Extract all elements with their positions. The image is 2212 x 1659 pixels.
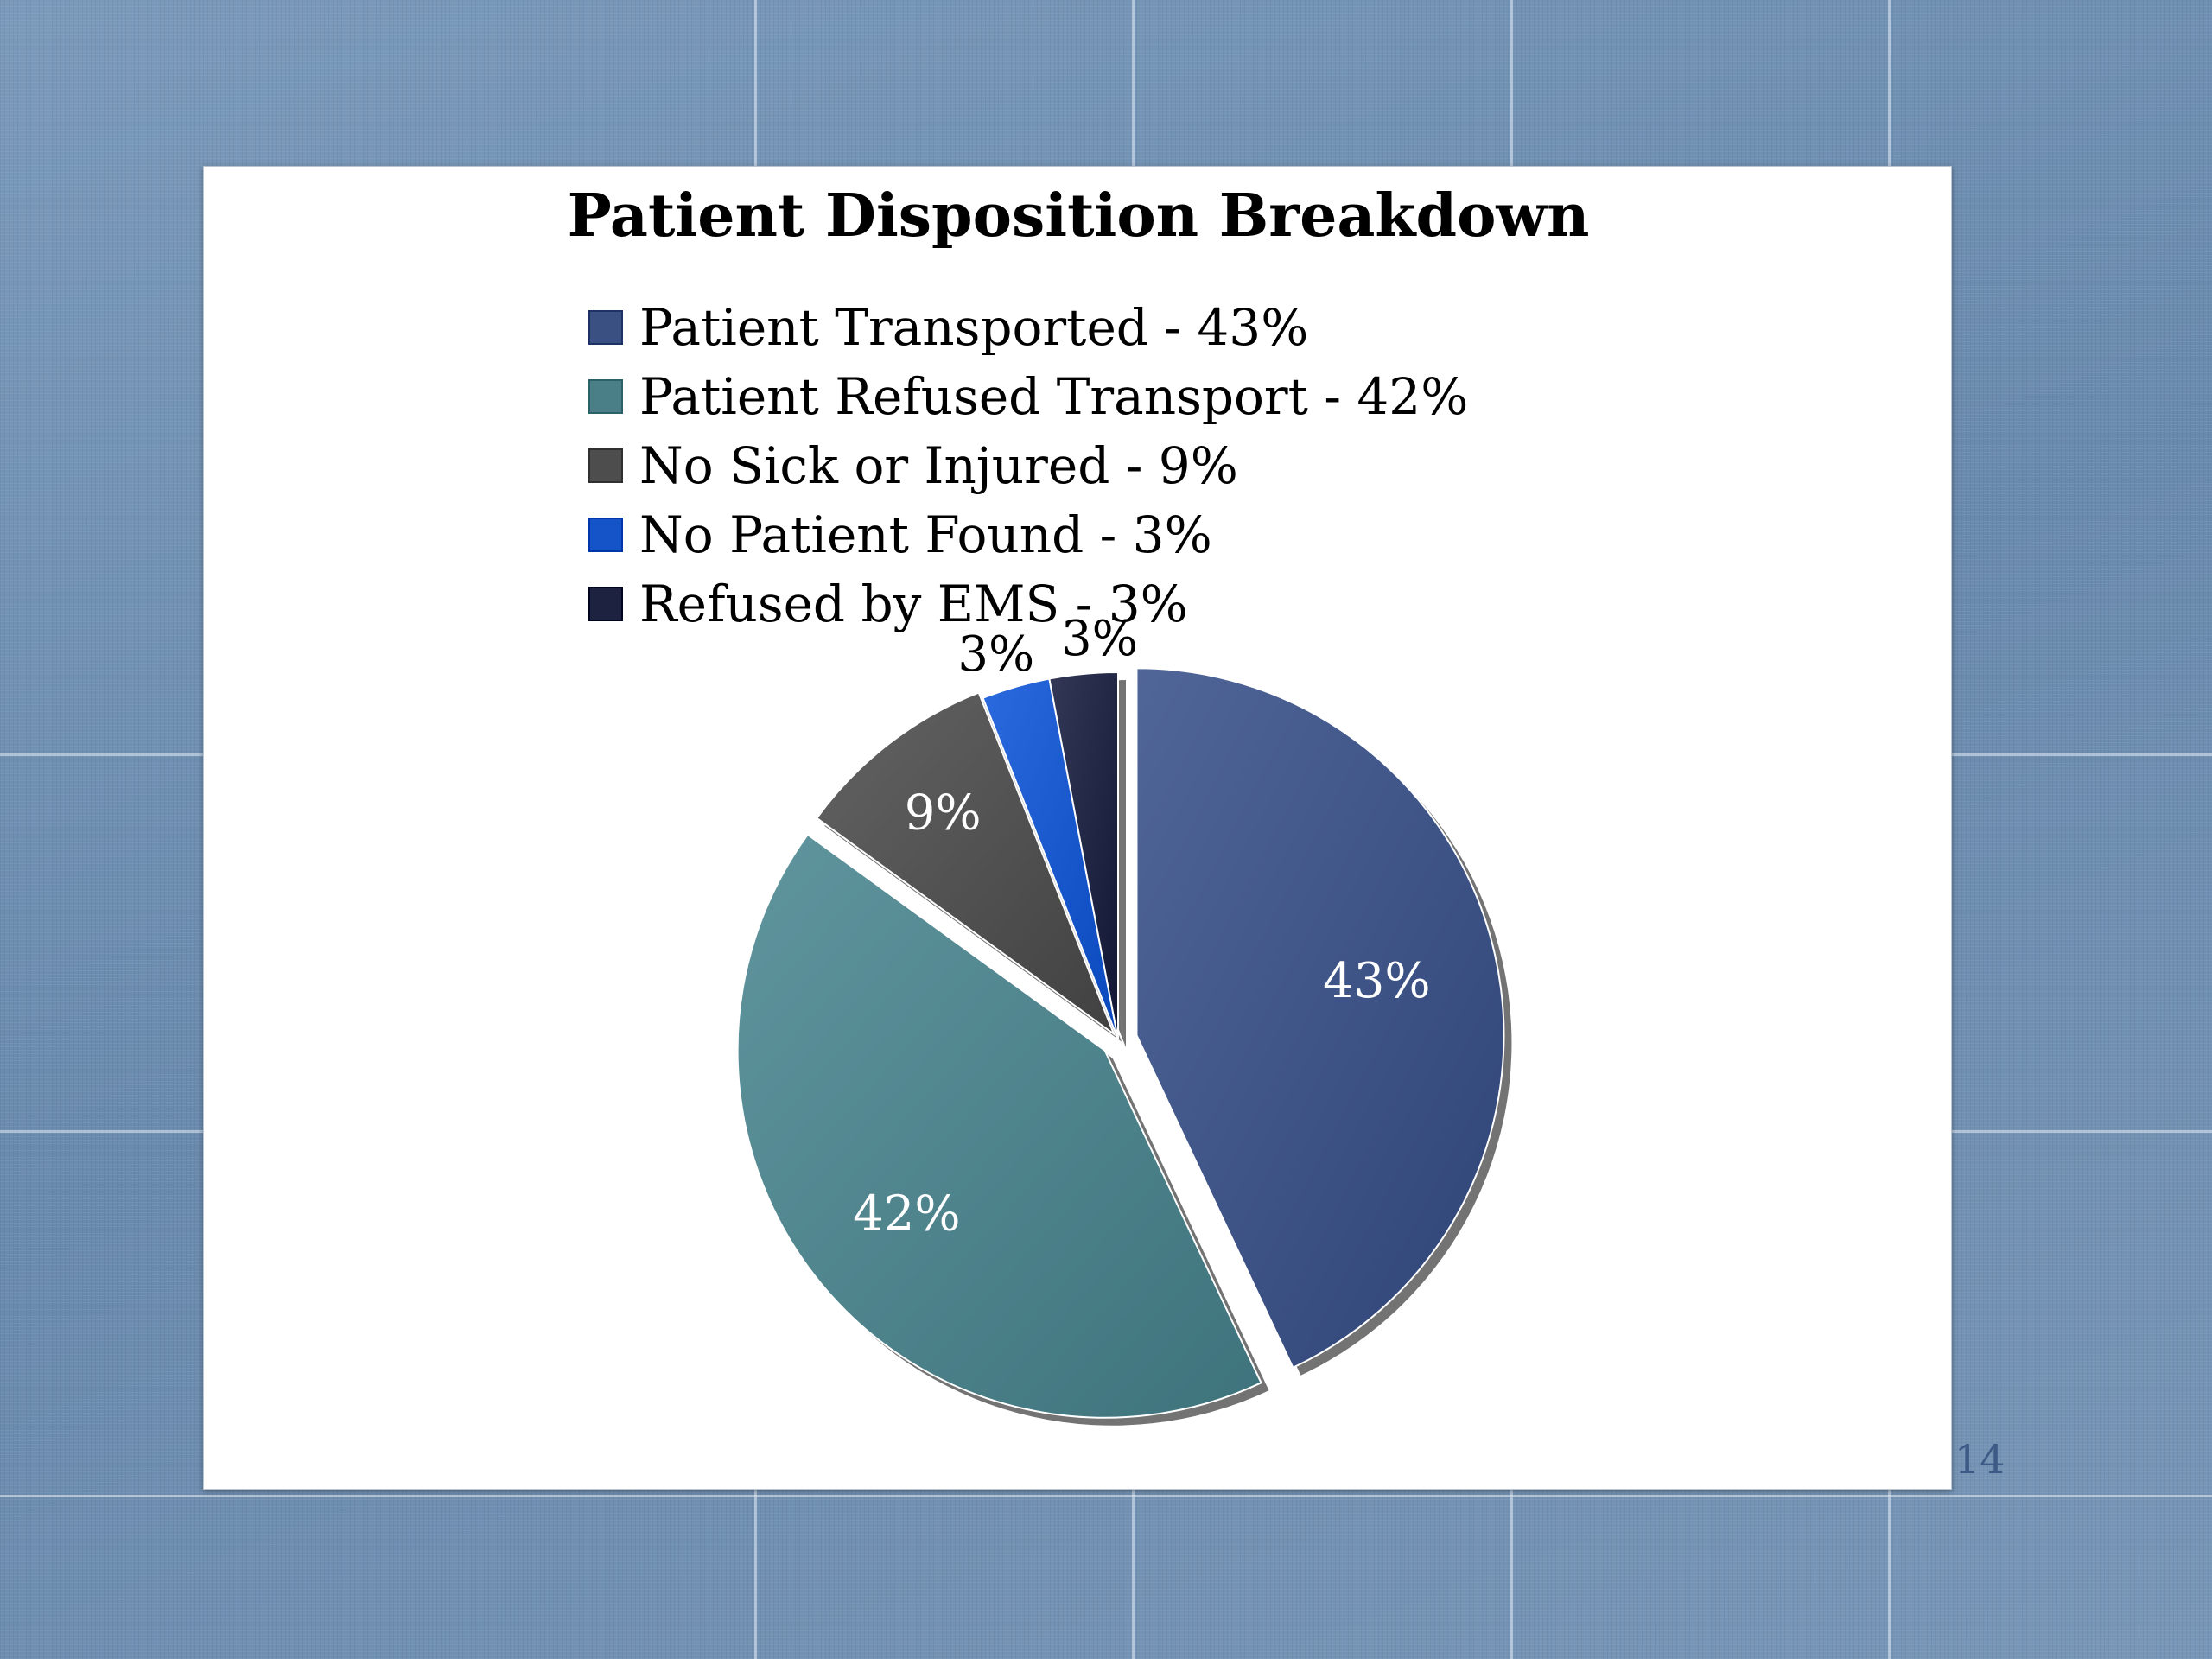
pie-slice xyxy=(815,691,1116,1037)
chart-title: Patient Disposition Breakdown xyxy=(568,181,1590,251)
legend-label: Patient Transported - 43% xyxy=(639,298,1308,357)
pie-data-label: 3% xyxy=(1061,611,1138,667)
pie-data-label: 3% xyxy=(957,626,1034,683)
legend-swatch xyxy=(588,448,623,483)
legend-label: No Sick or Injured - 9% xyxy=(639,436,1238,495)
pie-data-label: 43% xyxy=(1323,953,1430,1009)
slide-card: Patient Disposition Breakdown Patient Tr… xyxy=(203,166,1952,1490)
legend-swatch xyxy=(588,587,623,621)
legend-label: No Patient Found - 3% xyxy=(639,505,1212,564)
pie-data-label: 9% xyxy=(905,785,982,841)
pie-slice xyxy=(1048,671,1119,1040)
chart-legend: Patient Transported - 43% Patient Refused… xyxy=(588,298,1468,633)
pie-slices xyxy=(736,667,1512,1426)
legend-swatch xyxy=(588,379,623,414)
background-grid-line xyxy=(0,1495,2212,1497)
page-number: 14 xyxy=(1955,1436,2005,1483)
pie-chart: Patient Disposition Breakdown Patient Tr… xyxy=(568,181,1590,1426)
pie-data-label: 42% xyxy=(853,1185,960,1242)
legend-label: Refused by EMS - 3% xyxy=(639,575,1188,633)
legend-swatch xyxy=(588,518,623,552)
pie-slice xyxy=(736,833,1262,1419)
legend-swatch xyxy=(588,310,623,345)
legend-label: Patient Refused Transport - 42% xyxy=(639,367,1468,426)
pie-slice xyxy=(1135,667,1505,1370)
pie-data-labels: 43% 42% 9% 3% 3% xyxy=(853,611,1430,1243)
